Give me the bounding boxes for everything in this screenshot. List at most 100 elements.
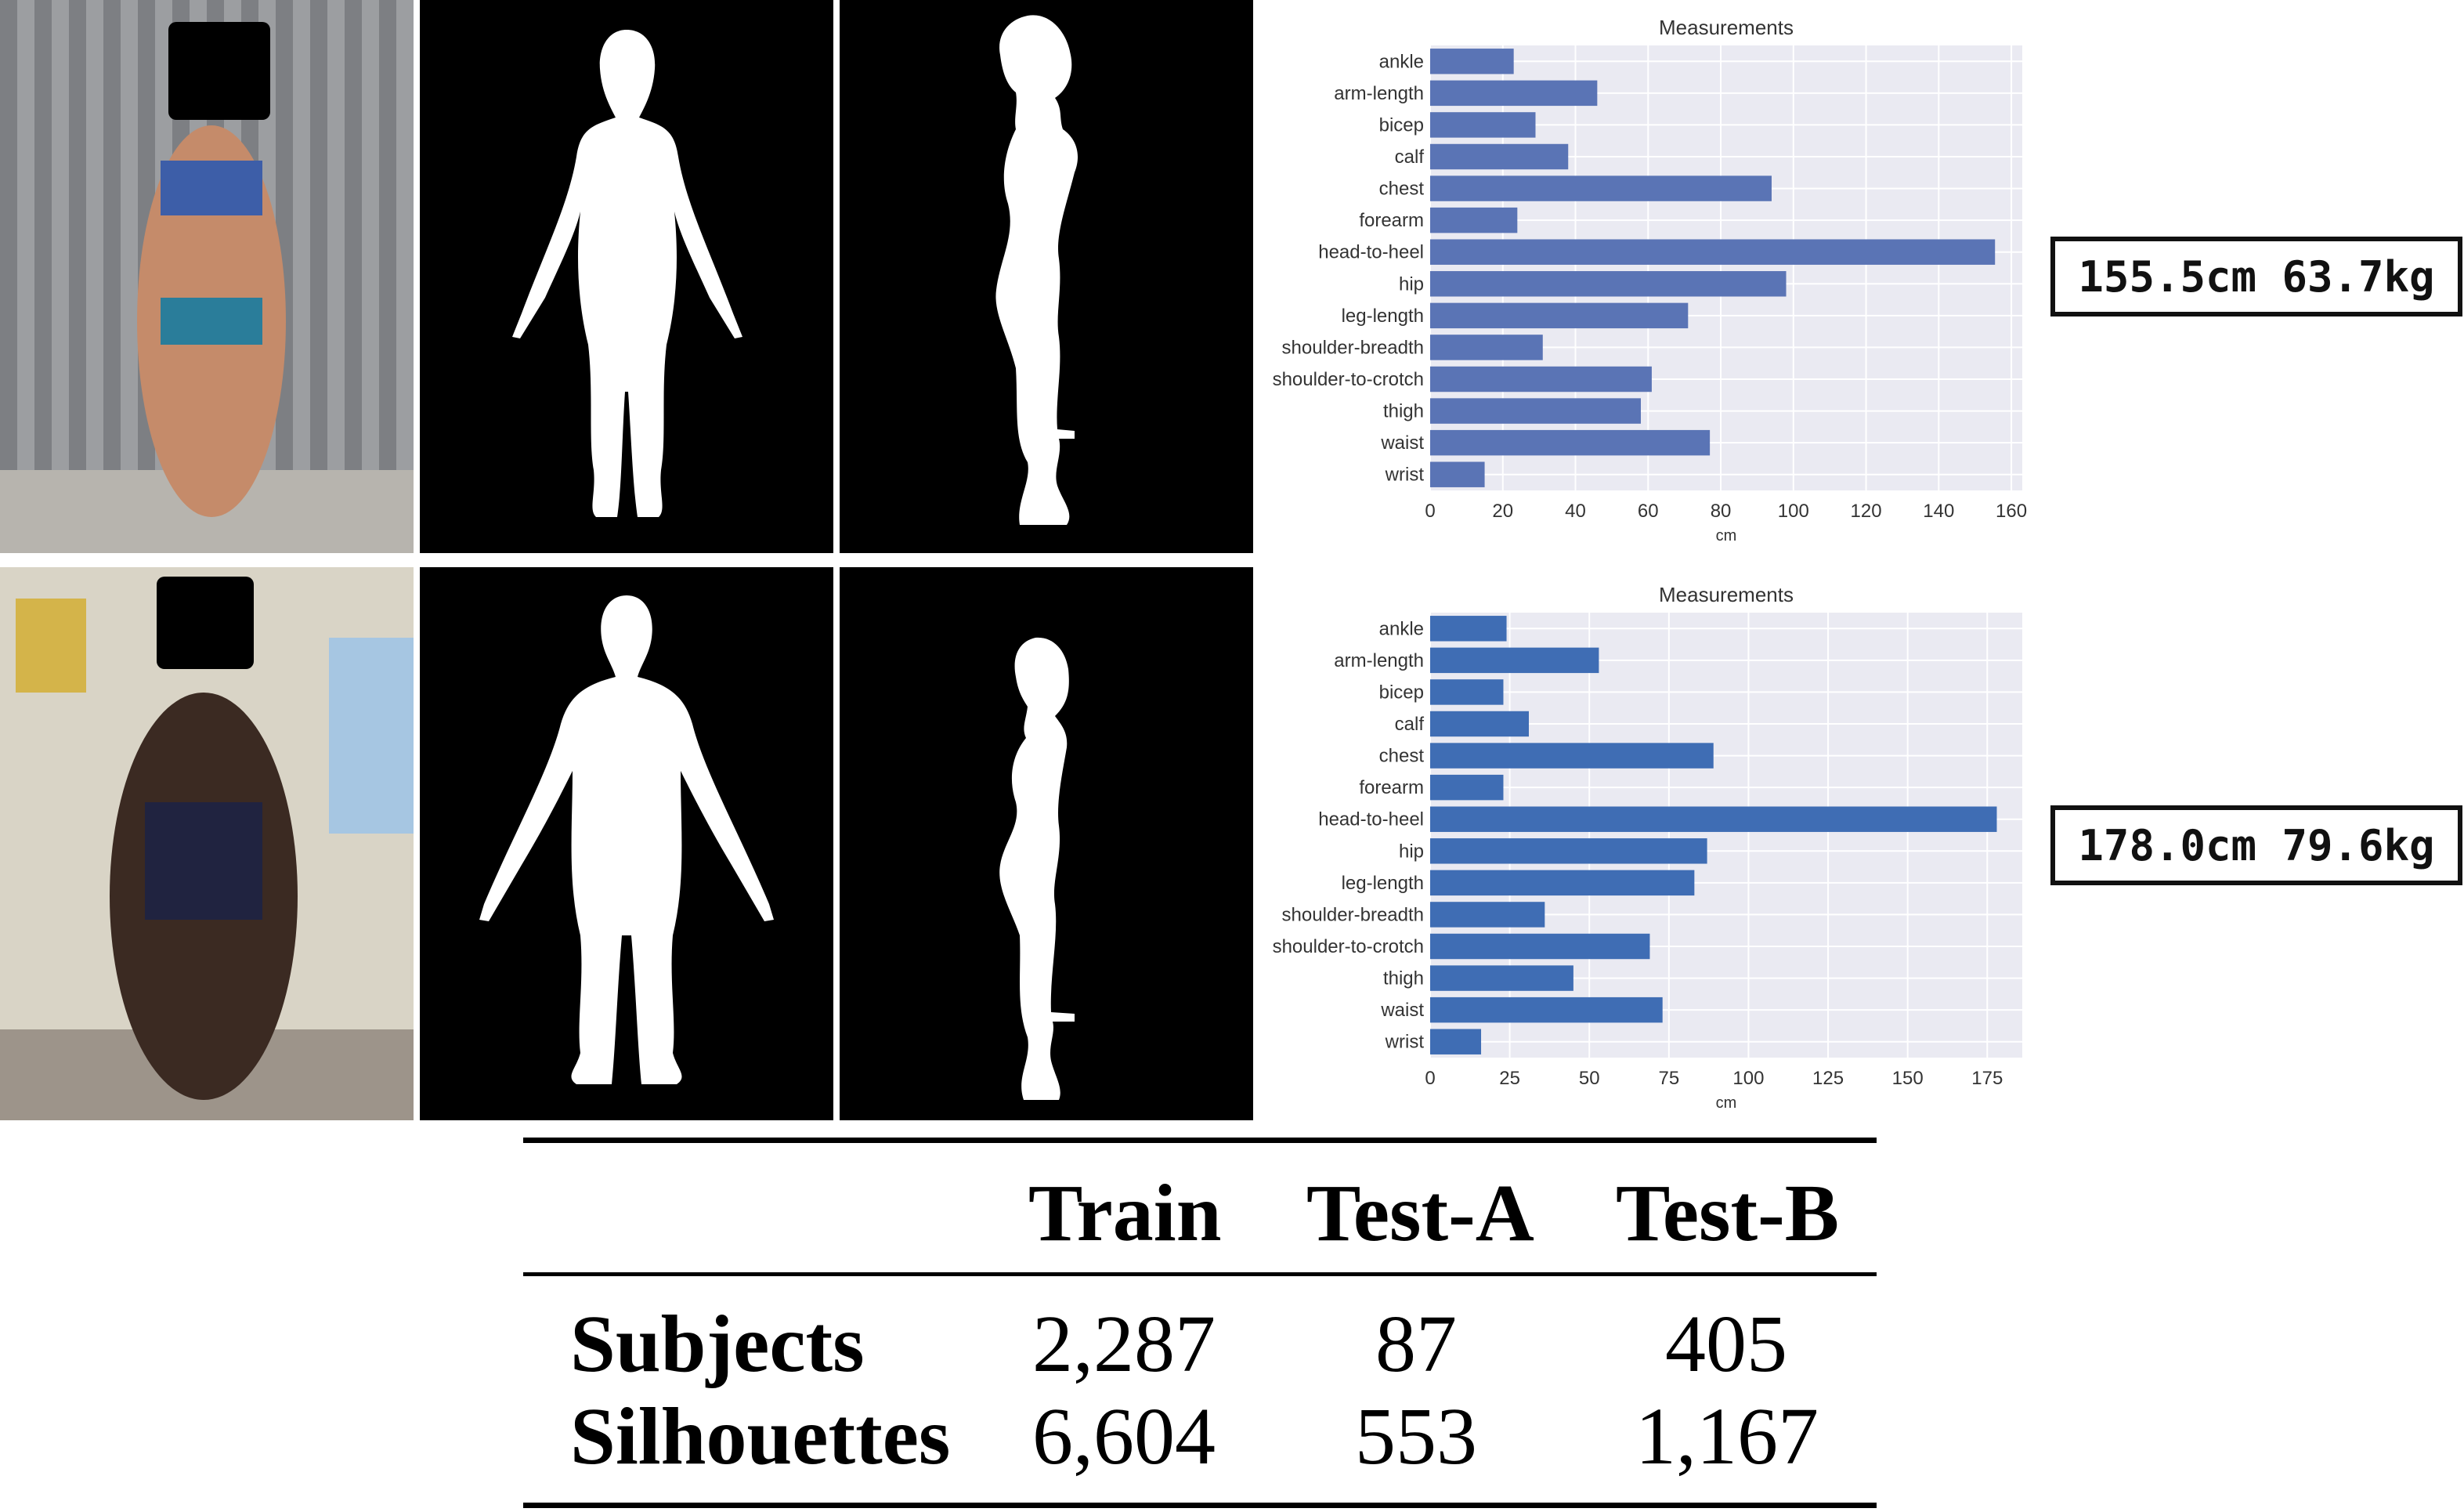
side-silhouette-2-graphic bbox=[999, 637, 1075, 1100]
x-tick-label: 140 bbox=[1923, 501, 1954, 522]
bar-calf bbox=[1430, 143, 1569, 170]
y-tick-label: wrist bbox=[1385, 465, 1425, 486]
cell-subjects-test-b: 405 bbox=[1665, 1299, 1787, 1389]
cell-silhouettes-test-b: 1,167 bbox=[1635, 1391, 1819, 1481]
front-silhouette-2 bbox=[420, 567, 833, 1120]
y-tick-label: thigh bbox=[1383, 968, 1424, 989]
dataset-stats-table: Train Test-A Test-B Subjects 2,287 87 40… bbox=[523, 1138, 1877, 1512]
bar-wrist bbox=[1430, 1029, 1482, 1054]
x-tick-label: 50 bbox=[1579, 1068, 1600, 1089]
y-tick-label: shoulder-breadth bbox=[1282, 337, 1424, 358]
header-test-a: Test-A bbox=[1306, 1168, 1534, 1258]
height-weight-label-1: 155.5cm 63.7kg bbox=[2050, 237, 2462, 317]
bar-chest bbox=[1430, 175, 1772, 201]
header-train: Train bbox=[1028, 1168, 1222, 1258]
bar-head-to-heel bbox=[1430, 806, 1997, 832]
bar-shoulder-breadth bbox=[1430, 902, 1545, 928]
y-tick-label: bicep bbox=[1379, 114, 1424, 136]
side-silhouette-2 bbox=[840, 567, 1253, 1120]
bar-head-to-heel bbox=[1430, 239, 1996, 265]
subject-photo-2 bbox=[0, 567, 414, 1120]
y-tick-label: chest bbox=[1379, 179, 1425, 200]
y-tick-label: waist bbox=[1380, 432, 1424, 454]
bar-arm-length bbox=[1430, 80, 1598, 107]
side-silhouette-1 bbox=[840, 0, 1253, 553]
measurements-chart-2: 0 25 50 75 100 125 150 175 ankle arm-length bicep c… bbox=[1259, 567, 2043, 1120]
plot-area bbox=[1430, 613, 2022, 1058]
x-tick-label: 150 bbox=[1892, 1068, 1924, 1089]
y-tick-label: leg-length bbox=[1342, 306, 1424, 327]
measurements-chart-1-svg: 0 20 40 60 80 100 120 140 160 ankle arm-length bice… bbox=[1273, 16, 2028, 544]
y-tick-label: chest bbox=[1379, 746, 1425, 767]
measurements-chart-2-svg: 0 25 50 75 100 125 150 175 ankle arm-length bicep c… bbox=[1273, 583, 2022, 1112]
x-tick-label: 25 bbox=[1499, 1068, 1520, 1089]
y-tick-label: waist bbox=[1380, 1000, 1424, 1021]
bar-bicep bbox=[1430, 679, 1504, 705]
x-tick-label: 120 bbox=[1851, 501, 1882, 522]
x-tick-label: 40 bbox=[1565, 501, 1586, 522]
bar-thigh bbox=[1430, 965, 1573, 991]
y-tick-label: ankle bbox=[1379, 51, 1424, 72]
x-tick-label: 75 bbox=[1658, 1068, 1679, 1089]
cell-silhouettes-train: 6,604 bbox=[1032, 1391, 1216, 1481]
bar-hip bbox=[1430, 838, 1707, 864]
y-tick-label: bicep bbox=[1379, 682, 1424, 703]
bar-forearm bbox=[1430, 207, 1518, 233]
y-tick-label: hip bbox=[1399, 841, 1424, 862]
bar-waist bbox=[1430, 429, 1711, 456]
bar-waist bbox=[1430, 997, 1663, 1023]
y-tick-label: shoulder-to-crotch bbox=[1273, 936, 1424, 957]
y-tick-label: head-to-heel bbox=[1318, 242, 1424, 263]
bar-ankle bbox=[1430, 49, 1514, 74]
row-label-silhouettes: Silhouettes bbox=[570, 1391, 951, 1481]
row-label-subjects: Subjects bbox=[570, 1299, 865, 1389]
bar-forearm bbox=[1430, 774, 1504, 801]
y-tick-label: ankle bbox=[1379, 618, 1424, 639]
subject-photo-2-graphic bbox=[0, 567, 414, 1120]
table-bottom-rule bbox=[523, 1503, 1877, 1508]
table-mid-rule bbox=[523, 1272, 1877, 1276]
x-tick-label: 160 bbox=[1996, 501, 2027, 522]
y-tick-label: shoulder-to-crotch bbox=[1273, 369, 1424, 390]
side-silhouette-1-graphic bbox=[995, 15, 1078, 525]
front-silhouette-1-graphic bbox=[512, 30, 742, 517]
x-tick-label: 20 bbox=[1492, 501, 1513, 522]
header-test-b: Test-B bbox=[1616, 1168, 1840, 1258]
cell-subjects-test-a: 87 bbox=[1375, 1299, 1457, 1389]
x-tick-label: 60 bbox=[1638, 501, 1659, 522]
y-tick-label: arm-length bbox=[1334, 650, 1424, 671]
y-tick-label: arm-length bbox=[1334, 83, 1424, 104]
bar-shoulder-to-crotch bbox=[1430, 366, 1652, 392]
table-top-rule bbox=[523, 1138, 1877, 1143]
bar-ankle bbox=[1430, 616, 1507, 642]
y-tick-label: calf bbox=[1395, 714, 1425, 735]
bar-calf bbox=[1430, 711, 1529, 737]
x-tick-label: 100 bbox=[1778, 501, 1809, 522]
front-silhouette-2-graphic bbox=[479, 595, 774, 1084]
bar-chest bbox=[1430, 743, 1714, 769]
x-tick-label: 175 bbox=[1971, 1068, 2003, 1089]
subject-photo-1-graphic bbox=[0, 0, 414, 553]
cell-subjects-train: 2,287 bbox=[1032, 1299, 1216, 1389]
chart-title: Measurements bbox=[1659, 583, 1794, 606]
bar-shoulder-to-crotch bbox=[1430, 933, 1650, 960]
x-tick-label: 125 bbox=[1812, 1068, 1844, 1089]
measurements-chart-1: 0 20 40 60 80 100 120 140 160 ankle arm-length bice… bbox=[1259, 0, 2043, 553]
y-tick-label: forearm bbox=[1359, 777, 1424, 798]
y-tick-label: forearm bbox=[1359, 210, 1424, 231]
bar-hip bbox=[1430, 271, 1787, 297]
x-axis-label: cm bbox=[1716, 1094, 1737, 1112]
cell-silhouettes-test-a: 553 bbox=[1355, 1391, 1477, 1481]
bar-thigh bbox=[1430, 398, 1642, 424]
y-tick-label: head-to-heel bbox=[1318, 809, 1424, 830]
bar-wrist bbox=[1430, 461, 1485, 487]
x-tick-label: 80 bbox=[1711, 501, 1732, 522]
x-axis-label: cm bbox=[1716, 527, 1737, 544]
y-tick-label: calf bbox=[1395, 146, 1425, 168]
y-tick-label: leg-length bbox=[1342, 873, 1424, 894]
x-tick-label: 100 bbox=[1732, 1068, 1764, 1089]
x-tick-label: 0 bbox=[1425, 501, 1435, 522]
y-tick-label: hip bbox=[1399, 273, 1424, 295]
y-tick-label: wrist bbox=[1385, 1032, 1425, 1053]
bar-bicep bbox=[1430, 112, 1536, 138]
